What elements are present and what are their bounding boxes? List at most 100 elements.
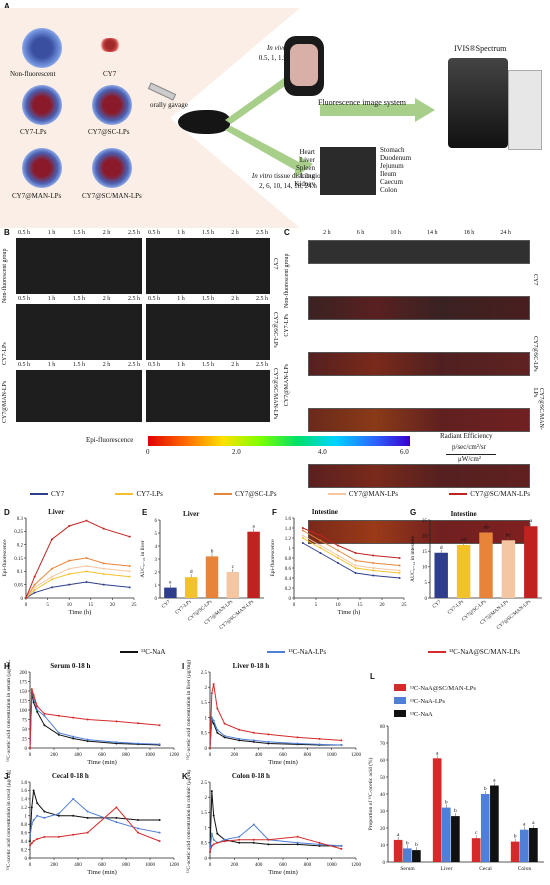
data-point	[85, 570, 88, 573]
x-tick-label: CY7-LPs	[447, 600, 465, 616]
y-tick-label: 0	[25, 857, 28, 862]
chart-title: Liver	[48, 508, 64, 516]
data-point	[32, 840, 35, 843]
time-label: 2 h	[323, 230, 331, 236]
data-point	[36, 710, 39, 713]
data-point	[210, 692, 213, 695]
data-point	[372, 554, 375, 557]
chart-title: Colon 0-18 h	[232, 772, 270, 780]
data-point	[238, 728, 241, 731]
chart-title: Intestine	[451, 510, 477, 518]
time-label: 0.5 h	[148, 296, 160, 302]
data-point	[57, 733, 60, 736]
data-point	[354, 572, 357, 574]
organs-right-list: Stomach Duodenum Jejunum Ileum Caecum Co…	[380, 146, 411, 194]
data-point	[301, 529, 304, 532]
y-tick-label: 1.5	[201, 701, 208, 706]
x-tick-label: CY7	[161, 599, 172, 609]
data-point	[86, 718, 89, 721]
organ-caecum: Caecum	[380, 178, 403, 186]
data-point	[223, 736, 226, 739]
data-point	[50, 538, 53, 541]
in-vitro-text: In vitro tissue distribution	[238, 172, 338, 180]
x-tick-label: 0	[293, 603, 296, 608]
y-tick-label: 0.6	[285, 567, 292, 572]
data-point	[372, 562, 375, 564]
legend-swatch	[120, 651, 138, 654]
data-point	[68, 573, 71, 575]
data-point	[209, 850, 211, 853]
tissue-row-cy7-lps	[308, 352, 530, 376]
y-tick-label: 25	[422, 519, 428, 524]
time-label: 2.5 h	[128, 230, 140, 236]
data-point	[301, 527, 304, 529]
data-point	[319, 547, 322, 549]
data-point	[212, 683, 215, 686]
significance-letter: b	[484, 786, 487, 792]
data-point	[68, 525, 71, 527]
data-point	[398, 569, 401, 572]
data-point	[57, 714, 60, 717]
in-vitro-label: In vitro	[251, 172, 273, 180]
y-tick-label: 1.5	[201, 811, 208, 816]
time-header-c: 2 h 6 h 10 h 14 h 18 h 24 h	[310, 230, 524, 236]
row-label-c-5: CY7@MAN-LPs	[284, 364, 290, 407]
liposome-cy7-man-lps	[22, 148, 62, 188]
data-point	[68, 583, 71, 586]
legend-item: CY7@MAN-LPs	[327, 490, 398, 498]
time-label: 2.5 h	[256, 362, 268, 368]
data-point	[86, 816, 89, 819]
time-label: 2 h	[102, 296, 111, 302]
legend-label: CY7@SC-LPs	[235, 490, 277, 498]
time-header-b-left-2: 0.5 h 1 h 1.5 h 2 h 2.5 h	[18, 296, 140, 302]
y-tick-label: 3	[155, 558, 158, 563]
significance-letter: c	[232, 564, 235, 570]
x-tick-label: 20	[110, 603, 116, 608]
bar	[456, 544, 471, 598]
x-tick-label: Liver	[441, 866, 453, 872]
legend-label: ¹³C-NaA-LPs	[288, 648, 327, 656]
data-point	[68, 567, 71, 570]
data-point	[267, 843, 270, 846]
row-label-b-2: CY7	[272, 258, 278, 270]
data-point	[33, 583, 36, 586]
data-point	[30, 823, 33, 826]
x-tick-label: 15	[88, 603, 94, 608]
data-point	[57, 812, 60, 815]
legend-label: ¹³C-NaA	[141, 648, 166, 656]
data-point	[216, 832, 219, 835]
legend-swatch	[30, 493, 48, 496]
data-point	[102, 567, 105, 570]
y-tick-label: 2	[155, 571, 158, 576]
data-point	[72, 833, 75, 836]
panel-b: B Non-fluorescent group CY7-LPs CY7@MAN-…	[0, 228, 280, 423]
in-vitro-suffix: tissue distribution	[274, 172, 325, 180]
y-tick-label: 10	[380, 844, 386, 849]
liposome-cy7-sc-man-lps	[92, 148, 132, 188]
y-tick-label: 1.4	[285, 527, 292, 532]
data-point	[72, 735, 75, 738]
data-point	[68, 559, 71, 562]
y-tick-label: 1	[205, 716, 208, 721]
x-tick-label: 0	[209, 863, 212, 868]
bar	[479, 532, 493, 598]
bar	[490, 785, 499, 862]
panel-label-c: C	[284, 228, 290, 237]
data-point	[252, 823, 255, 826]
data-point	[29, 840, 31, 843]
fluorescence-system-label: Fluorescence image system	[318, 98, 406, 107]
time-header-b-left-1: 0.5 h 1 h 1.5 h 2 h 2.5 h	[18, 230, 140, 236]
data-point	[372, 574, 375, 577]
y-tick-label: 75	[22, 718, 28, 723]
row-label-b-4: CY7@SC-LPs	[272, 312, 278, 348]
y-tick-label: 50	[22, 728, 28, 733]
x-tick-label: 200	[50, 753, 58, 758]
data-point	[340, 844, 343, 847]
significance-letter: b	[445, 800, 448, 806]
data-point	[212, 719, 215, 722]
significance-letter: cd	[461, 537, 466, 543]
significance-letter: a	[252, 524, 255, 530]
data-point	[216, 728, 219, 731]
data-point	[86, 810, 89, 813]
x-tick-label: 10	[336, 603, 342, 608]
